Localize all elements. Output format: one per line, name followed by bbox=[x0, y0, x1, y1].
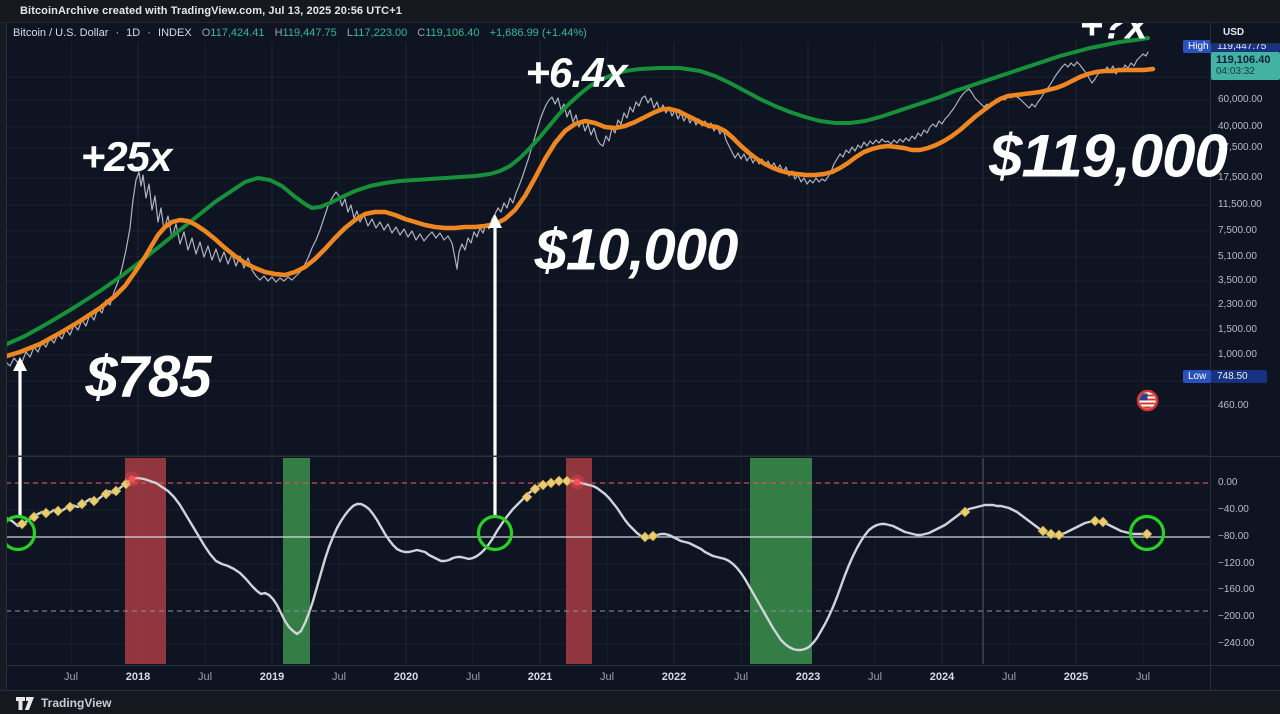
time-tick-label: 2025 bbox=[1063, 671, 1089, 683]
last-price-chip: 119,106.40 04:03:32 bbox=[1211, 52, 1280, 80]
close-value: 119,106.40 bbox=[425, 27, 480, 39]
interval-label[interactable]: 1D bbox=[126, 27, 141, 39]
time-tick-label: Jul bbox=[1135, 671, 1151, 683]
close-label: C bbox=[417, 27, 426, 39]
currency-label[interactable]: USD bbox=[1223, 27, 1245, 38]
annotation-785: $785 bbox=[85, 344, 211, 410]
axis-tick-label: −80.00 bbox=[1218, 531, 1249, 542]
annotation-25x: +25x bbox=[80, 133, 173, 180]
axis-tick-label: −200.00 bbox=[1218, 611, 1255, 622]
time-tick-label: 2019 bbox=[259, 671, 285, 683]
axis-tick-label: 17,500.00 bbox=[1218, 172, 1263, 183]
last-price-value: 119,106.40 bbox=[1216, 54, 1271, 66]
session-low-value-chip: 748.50 bbox=[1211, 370, 1267, 383]
symbol-header: Bitcoin / U.S. Dollar · 1D · INDEX O117,… bbox=[13, 27, 587, 39]
time-tick-label: Jul bbox=[331, 671, 347, 683]
time-tick-label: 2022 bbox=[661, 671, 687, 683]
open-label: O bbox=[201, 27, 211, 39]
tradingview-brand-text: TradingView bbox=[41, 696, 112, 710]
left-toolbar-sliver bbox=[0, 22, 7, 690]
axis-tick-label: −160.00 bbox=[1218, 584, 1255, 595]
open-value: 117,424.41 bbox=[210, 27, 265, 39]
symbol-title[interactable]: Bitcoin / U.S. Dollar bbox=[13, 27, 109, 39]
axis-tick-label: 5,100.00 bbox=[1218, 251, 1257, 262]
axis-tick-label: 3,500.00 bbox=[1218, 275, 1257, 286]
time-tick-label: Jul bbox=[1001, 671, 1017, 683]
time-tick-label: Jul bbox=[599, 671, 615, 683]
time-tick-label: Jul bbox=[465, 671, 481, 683]
price-axis[interactable]: 90,000.0060,000.0040,000.0027,500.0017,5… bbox=[1210, 22, 1280, 665]
time-tick-label: Jul bbox=[867, 671, 883, 683]
change-value: +1,686.99 (+1.44%) bbox=[489, 27, 587, 39]
axis-tick-label: 40,000.00 bbox=[1218, 121, 1263, 132]
time-tick-label: 2021 bbox=[527, 671, 553, 683]
axis-tick-label: 460.00 bbox=[1218, 400, 1249, 411]
time-tick-label: 2020 bbox=[393, 671, 419, 683]
bar-countdown: 04:03:32 bbox=[1216, 66, 1255, 77]
axis-tick-label: 27,500.00 bbox=[1218, 142, 1263, 153]
axis-tick-label: 1,000.00 bbox=[1218, 349, 1257, 360]
market-label: INDEX bbox=[158, 27, 192, 39]
time-tick-label: 2024 bbox=[929, 671, 955, 683]
high-label: H bbox=[274, 27, 283, 39]
axis-tick-label: 2,300.00 bbox=[1218, 299, 1257, 310]
tradingview-logo-icon[interactable] bbox=[16, 696, 35, 710]
low-label: L bbox=[346, 27, 353, 39]
annotation-119000: $119,000 bbox=[989, 122, 1228, 190]
axis-tick-label: −120.00 bbox=[1218, 558, 1255, 569]
session-high-chip: High bbox=[1183, 40, 1214, 53]
annotation-6-4x: +6.4x bbox=[525, 49, 627, 96]
high-value: 119,447.75 bbox=[282, 27, 337, 39]
pane-divider[interactable] bbox=[0, 456, 1280, 457]
axis-corner bbox=[1210, 665, 1280, 691]
session-low-chip: Low bbox=[1183, 370, 1212, 383]
us-flag-icon[interactable] bbox=[1136, 389, 1159, 412]
attribution-text: BitcoinArchive created with TradingView.… bbox=[20, 5, 402, 17]
axis-tick-label: 7,500.00 bbox=[1218, 225, 1257, 236]
time-tick-label: Jul bbox=[197, 671, 213, 683]
attribution-top-bar: BitcoinArchive created with TradingView.… bbox=[0, 0, 1280, 23]
axis-tick-label: −40.00 bbox=[1218, 504, 1249, 515]
tradingview-attribution[interactable]: TradingView bbox=[0, 690, 1280, 714]
axis-tick-label: 11,500.00 bbox=[1218, 199, 1262, 210]
annotation-10000: $10,000 bbox=[534, 217, 739, 283]
time-tick-label: Jul bbox=[63, 671, 79, 683]
time-tick-label: 2018 bbox=[125, 671, 151, 683]
time-axis[interactable]: Jul 2018 Jul 2019 Jul 2020 Jul 2021 Jul 2022 Jul 20… bbox=[0, 665, 1210, 691]
separator: · bbox=[147, 27, 151, 39]
axis-tick-label: −240.00 bbox=[1218, 638, 1255, 649]
axis-tick-label: 0.00 bbox=[1218, 477, 1238, 488]
time-tick-label: 2023 bbox=[795, 671, 821, 683]
axis-tick-label: 60,000.00 bbox=[1218, 94, 1263, 105]
separator: · bbox=[115, 27, 120, 39]
time-tick-label: Jul bbox=[733, 671, 749, 683]
low-value: 117,223.00 bbox=[352, 27, 408, 39]
axis-tick-label: 1,500.00 bbox=[1218, 324, 1257, 335]
currency-selector[interactable]: USD bbox=[1210, 22, 1280, 44]
